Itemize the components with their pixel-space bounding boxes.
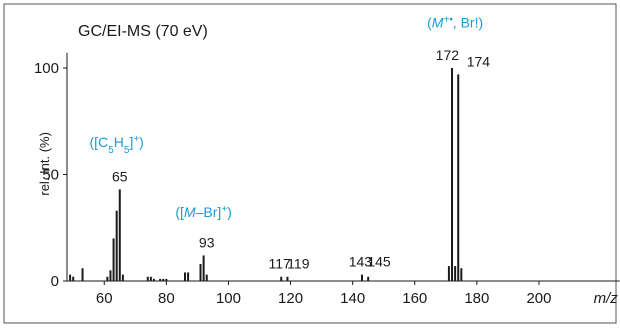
plot-area: 60 80 100 120 140 160 180 200 0 50 100 rel. Int. (%…: [34, 14, 620, 307]
y-axis-title: rel. Int. (%): [37, 132, 52, 196]
x-tick-label: 120: [278, 290, 303, 307]
x-tick-label: 80: [158, 290, 175, 307]
peak-label: 93: [199, 234, 215, 250]
peak-label: 174: [467, 53, 491, 69]
x-tick-label: 100: [216, 290, 241, 307]
y-tick-label: 0: [51, 273, 59, 290]
x-tick-label: 200: [526, 290, 551, 307]
y-tick-label: 50: [42, 167, 59, 184]
peak-label: 119: [287, 256, 310, 272]
x-tick-label: 180: [464, 290, 489, 307]
x-tick-label: 160: [402, 290, 427, 307]
x-axis-title: m/z: [594, 290, 619, 307]
peak-label: 117: [269, 256, 292, 272]
peak-label: 172: [436, 47, 460, 63]
chart-title: GC/EI-MS (70 eV): [78, 23, 208, 40]
peak-label: 145: [367, 254, 391, 270]
outer-frame: [3, 3, 617, 324]
peak-label: 65: [112, 168, 128, 184]
fragment-annotation: (M+•, Br!): [427, 14, 483, 31]
x-tick-label: 140: [340, 290, 365, 307]
peak-label: 143: [349, 254, 373, 270]
fragment-annotation: ([C5H5]+): [90, 133, 144, 155]
y-tick-label: 100: [34, 60, 59, 77]
x-tick-label: 60: [96, 290, 113, 307]
fragment-annotation: ([M–Br]+): [175, 204, 231, 221]
